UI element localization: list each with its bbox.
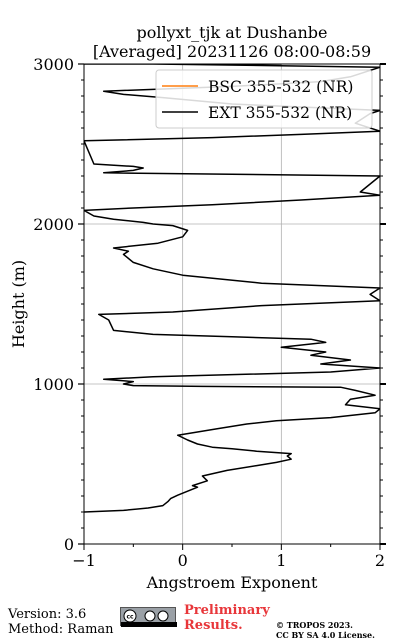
x-tick-label: 1 xyxy=(276,551,286,570)
series-group xyxy=(84,64,380,513)
sa-icon xyxy=(157,610,169,622)
cc-license-badge: cc xyxy=(120,607,177,627)
chart-subtitle: [Averaged] 20231126 08:00-08:59 xyxy=(93,42,371,61)
grid xyxy=(83,63,381,545)
plot-frame xyxy=(83,63,381,545)
method-text: Method: Raman xyxy=(8,622,114,637)
y-tick-label: 3000 xyxy=(33,55,74,74)
y-axis-label: Height (m) xyxy=(9,260,28,348)
y-tick-label: 1000 xyxy=(33,375,74,394)
x-tick-label: 2 xyxy=(375,551,385,570)
version-text: Version: 3.6 xyxy=(8,607,87,622)
y-tick-label: 0 xyxy=(64,535,74,554)
legend: BSC 355-532 (NR) EXT 355-532 (NR) xyxy=(155,69,373,129)
by-icon xyxy=(144,610,156,622)
x-tick-label: 0 xyxy=(178,551,188,570)
x-axis-label: Angstroem Exponent xyxy=(146,573,318,592)
preliminary-text: Preliminary Results. xyxy=(184,603,270,633)
cc-icon: cc xyxy=(121,609,177,627)
legend-label-ext: EXT 355-532 (NR) xyxy=(208,104,352,122)
legend-box xyxy=(155,69,373,129)
copyright-text: © TROPOS 2023. CC BY SA 4.0 License. xyxy=(276,620,375,640)
copyright-line-1: © TROPOS 2023. xyxy=(276,620,353,630)
chart-title: pollyxt_tjk at Dushanbe xyxy=(136,23,327,42)
preliminary-line-2: Results. xyxy=(184,618,243,633)
chart: pollyxt_tjk at Dushanbe [Averaged] 20231… xyxy=(9,23,386,592)
legend-label-bsc: BSC 355-532 (NR) xyxy=(208,78,353,96)
preliminary-line-1: Preliminary xyxy=(184,603,270,618)
copyright-line-2: CC BY SA 4.0 License. xyxy=(276,630,375,640)
x-tick-label: −1 xyxy=(72,551,96,570)
svg-text:cc: cc xyxy=(126,614,134,621)
series-line-1 xyxy=(84,64,380,513)
y-tick-label: 2000 xyxy=(33,215,74,234)
